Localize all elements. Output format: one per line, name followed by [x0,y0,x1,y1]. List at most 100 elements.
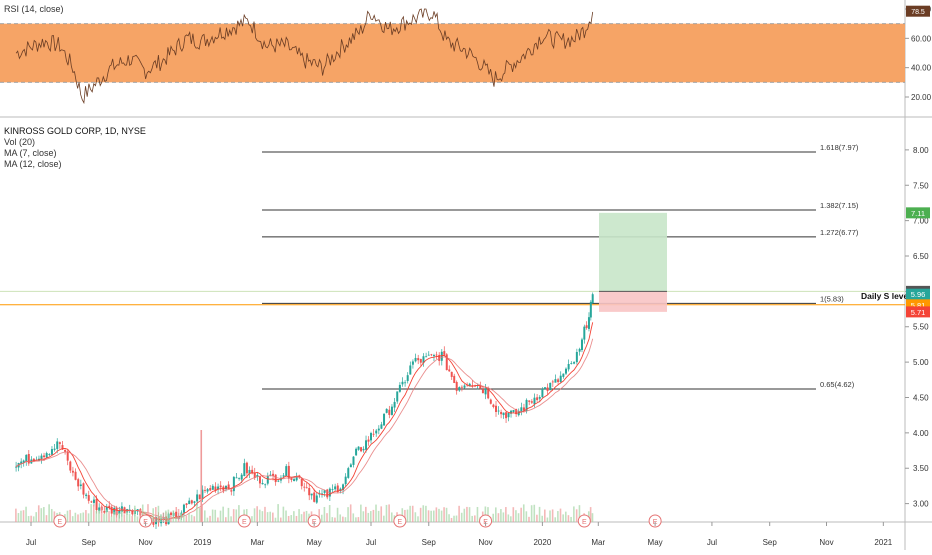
volume-bar [342,516,344,522]
volume-bar [295,515,298,522]
candle-body [481,389,484,394]
volume-bar [564,511,567,522]
volume-bar [458,505,460,522]
volume-bar [551,509,554,522]
volume-bar [528,516,530,522]
earnings-marker [237,514,251,528]
volume-bar [108,511,110,522]
volume-bar [48,504,50,522]
volume-bar [227,507,230,522]
candle-body [74,471,77,480]
candle-body [230,490,233,492]
candle-body [411,361,414,365]
candle-body [303,486,306,488]
candle-body [240,474,243,480]
volume-bar [318,509,320,522]
volume-bar [279,517,282,522]
volume-bar [515,510,517,522]
candle-body [85,494,88,496]
price-tick-label: 8.00 [913,146,929,155]
candle-body [396,391,399,402]
candles [15,292,594,530]
volume-bar [269,511,271,522]
price-tag-label: 5.81 [911,301,926,310]
volume-bar [339,514,342,522]
volume-bar [349,504,352,522]
volume-bar [22,510,25,522]
volume-bar [360,504,362,522]
price-tag-label: 5.96 [911,290,926,299]
price-tick-label: 3.50 [913,464,929,473]
time-tick-label: Mar [250,538,264,547]
earnings-marker [139,514,153,528]
time-tick-label: Sep [82,538,97,547]
price-tick-label: 6.50 [913,252,929,261]
candle-body [209,488,212,491]
volume-bar [419,507,422,522]
ma-12-line [15,338,594,520]
volume-bar [336,507,339,522]
candle-body [287,465,290,479]
volume-bar [204,510,206,522]
volume-bar [87,513,90,522]
volume-bar [15,508,17,522]
candle-body [20,461,23,464]
volume-bar [290,515,293,522]
time-tick-label: Sep [763,538,778,547]
volume-bar [427,510,430,522]
volume-bar [180,513,182,522]
volume-bar [544,509,546,522]
rsi-legend: RSI (14, close) [4,4,64,15]
candle-body [479,384,482,389]
candle-body [578,348,581,352]
volume-bar [222,506,224,522]
candle-body [520,407,523,412]
volume-bar [372,509,375,522]
candle-body [201,489,204,498]
candle-body [530,401,533,403]
volume-bar [573,506,575,522]
volume-bar [235,509,238,522]
volume-bar [430,510,432,522]
volume-bar [182,515,185,522]
volume-bar [27,516,30,522]
candle-body [525,399,528,412]
volume-bar [115,510,118,522]
candle-body [69,461,72,471]
candle-body [339,488,342,492]
candle-body [43,455,46,458]
volume-bar [66,510,69,522]
candle-body [282,475,285,477]
volume-bar [326,513,328,522]
volume-bar [35,512,38,522]
volume-bar [377,510,380,522]
volume-bar [390,512,393,522]
price-tag-label: 7.11 [911,209,925,218]
volume-bar [300,514,303,522]
candle-body [131,510,134,515]
candle-body [375,430,378,434]
candle-body [305,487,308,489]
volume-bar [404,509,406,522]
volume-bar [474,515,476,522]
volume-bar [139,509,141,522]
volume-bar [422,505,425,522]
candle-body [211,485,214,490]
candle-body [377,428,380,431]
candle-body [580,339,583,350]
candle-body [352,456,355,465]
candle-body [587,317,590,329]
volume-bar [162,512,165,522]
price-tick-label: 5.00 [913,358,929,367]
volume-bar [448,514,450,522]
candle-body [272,473,275,476]
candle-body [66,451,69,461]
volume-bar [74,512,77,522]
candle-body [342,484,345,491]
time-tick-label: Nov [819,538,833,547]
time-tick-label: Jul [707,538,717,547]
candle-body [349,464,352,468]
volume-bar [285,510,287,522]
